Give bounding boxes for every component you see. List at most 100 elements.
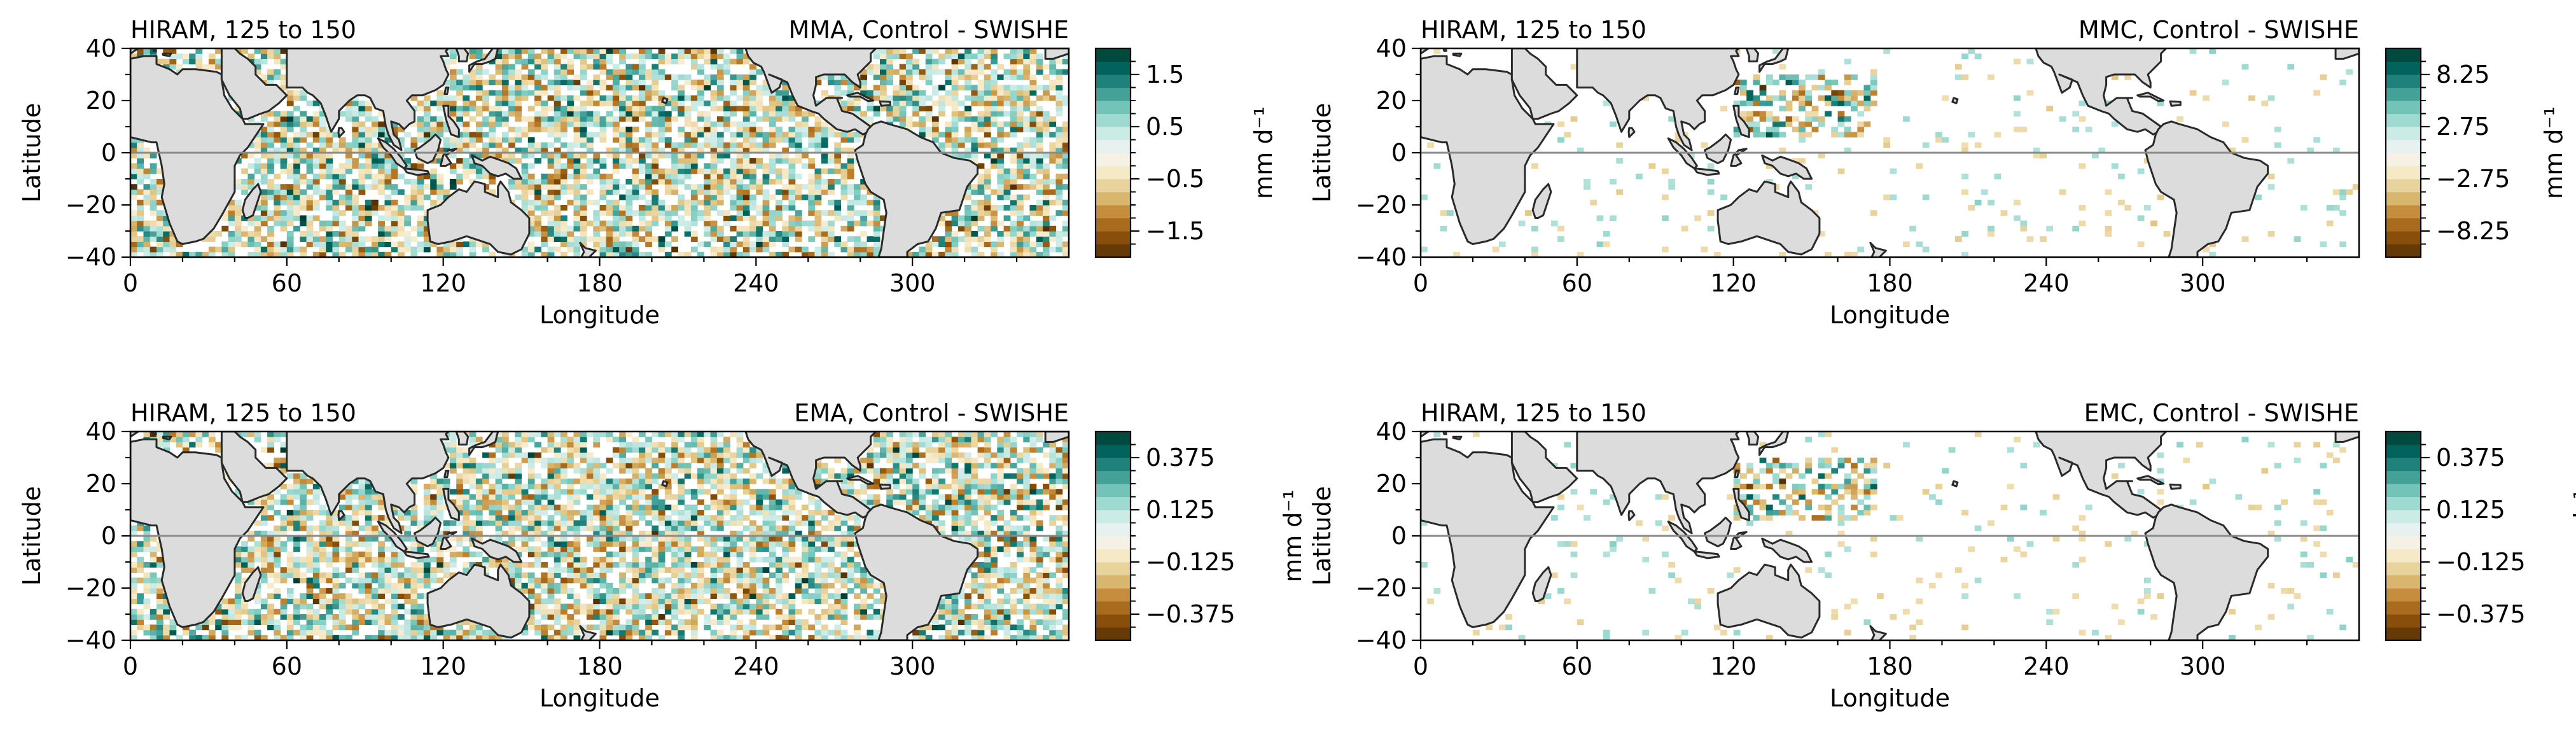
heatmap-cell — [710, 629, 718, 636]
heatmap-cell — [2267, 95, 2275, 101]
heatmap-cell — [345, 147, 352, 153]
heatmap-cell — [723, 603, 730, 610]
heatmap-cell — [1974, 142, 1982, 148]
heatmap-cell — [1043, 90, 1050, 96]
heatmap-cell — [723, 64, 730, 70]
heatmap-cell — [730, 74, 737, 80]
heatmap-cell — [658, 582, 665, 589]
heatmap-cell — [684, 116, 692, 122]
heatmap-cell — [260, 132, 268, 137]
heatmap-cell — [267, 210, 274, 216]
heatmap-cell — [606, 189, 613, 195]
heatmap-cell — [1765, 80, 1773, 85]
heatmap-cell — [163, 225, 170, 232]
heatmap-cell — [541, 608, 548, 615]
heatmap-cell — [553, 236, 561, 242]
x-tick-label: 300 — [889, 269, 936, 297]
heatmap-cell — [1017, 173, 1024, 179]
heatmap-cell — [795, 106, 802, 111]
heatmap-cell — [169, 64, 177, 70]
heatmap-cell — [508, 184, 515, 190]
heatmap-cell — [606, 85, 613, 91]
heatmap-cell — [1994, 132, 2002, 137]
landmass — [846, 92, 875, 102]
heatmap-cell — [372, 210, 379, 216]
heatmap-cell — [1062, 231, 1069, 237]
heatmap-cell — [736, 205, 744, 211]
heatmap-cell — [515, 59, 522, 65]
heatmap-cell — [378, 619, 385, 625]
heatmap-cell — [1017, 246, 1024, 253]
heatmap-cell — [157, 588, 164, 594]
heatmap-cell — [736, 210, 744, 216]
heatmap-cell — [547, 116, 555, 122]
heatmap-cell — [847, 137, 854, 143]
heatmap-cell — [391, 184, 398, 190]
heatmap-cell — [736, 173, 744, 179]
heatmap-cell — [919, 69, 926, 75]
heatmap-cell — [573, 137, 581, 143]
heatmap-cell — [280, 251, 288, 257]
heatmap-cell — [215, 231, 222, 237]
heatmap-cell — [1851, 90, 1858, 96]
heatmap-cell — [573, 619, 581, 625]
heatmap-cell — [157, 251, 164, 257]
heatmap-cell — [2033, 147, 2040, 153]
heatmap-cell — [710, 635, 718, 640]
heatmap-cell — [606, 598, 613, 605]
heatmap-cell — [150, 588, 157, 594]
heatmap-cell — [2078, 101, 2086, 106]
heatmap-cell — [619, 215, 626, 221]
heatmap-cell — [1023, 231, 1031, 237]
heatmap-cell — [463, 142, 470, 148]
heatmap-cell — [534, 64, 541, 70]
colorbar-segment — [1096, 61, 1131, 75]
heatmap-cell — [776, 588, 783, 594]
heatmap-cell — [267, 74, 274, 80]
heatmap-cell — [710, 158, 718, 164]
y-tick-label: −40 — [1356, 243, 1407, 271]
heatmap-cell — [580, 225, 587, 232]
heatmap-cell — [358, 251, 366, 257]
heatmap-cell — [1922, 246, 1930, 253]
heatmap-cell — [782, 173, 790, 179]
heatmap-cell — [1055, 236, 1063, 242]
heatmap-cell — [632, 173, 639, 179]
heatmap-cell — [977, 59, 985, 65]
heatmap-cell — [828, 572, 835, 579]
heatmap-cell — [678, 59, 685, 65]
heatmap-cell — [802, 588, 809, 594]
heatmap-cell — [639, 168, 646, 174]
heatmap-cell — [241, 603, 248, 610]
heatmap-cell — [593, 588, 601, 594]
heatmap-cell — [286, 147, 294, 153]
heatmap-cell — [130, 189, 137, 195]
heatmap-cell — [625, 246, 633, 253]
heatmap-cell — [632, 106, 639, 111]
heatmap-cell — [1844, 80, 1851, 85]
heatmap-cell — [560, 588, 567, 594]
heatmap-cell — [886, 111, 893, 117]
heatmap-cell — [651, 53, 659, 59]
heatmap-cell — [769, 215, 776, 221]
heatmap-cell — [938, 53, 945, 59]
heatmap-cell — [971, 251, 978, 257]
heatmap-cell — [977, 199, 985, 206]
landmass — [443, 87, 450, 95]
heatmap-cell — [534, 246, 541, 253]
heatmap-cell — [398, 624, 405, 631]
heatmap-cell — [391, 205, 398, 211]
heatmap-cell — [254, 629, 261, 636]
heatmap-cell — [130, 619, 137, 625]
heatmap-cell — [247, 624, 255, 631]
heatmap-cell — [312, 236, 320, 242]
heatmap-cell — [580, 220, 587, 227]
heatmap-cell — [593, 53, 601, 59]
heatmap-cell — [951, 127, 959, 132]
heatmap-cell — [352, 624, 359, 631]
heatmap-cell — [762, 608, 770, 615]
heatmap-cell — [338, 598, 346, 605]
heatmap-cell — [814, 577, 822, 584]
heatmap-cell — [449, 80, 457, 85]
heatmap-cell — [365, 163, 372, 169]
